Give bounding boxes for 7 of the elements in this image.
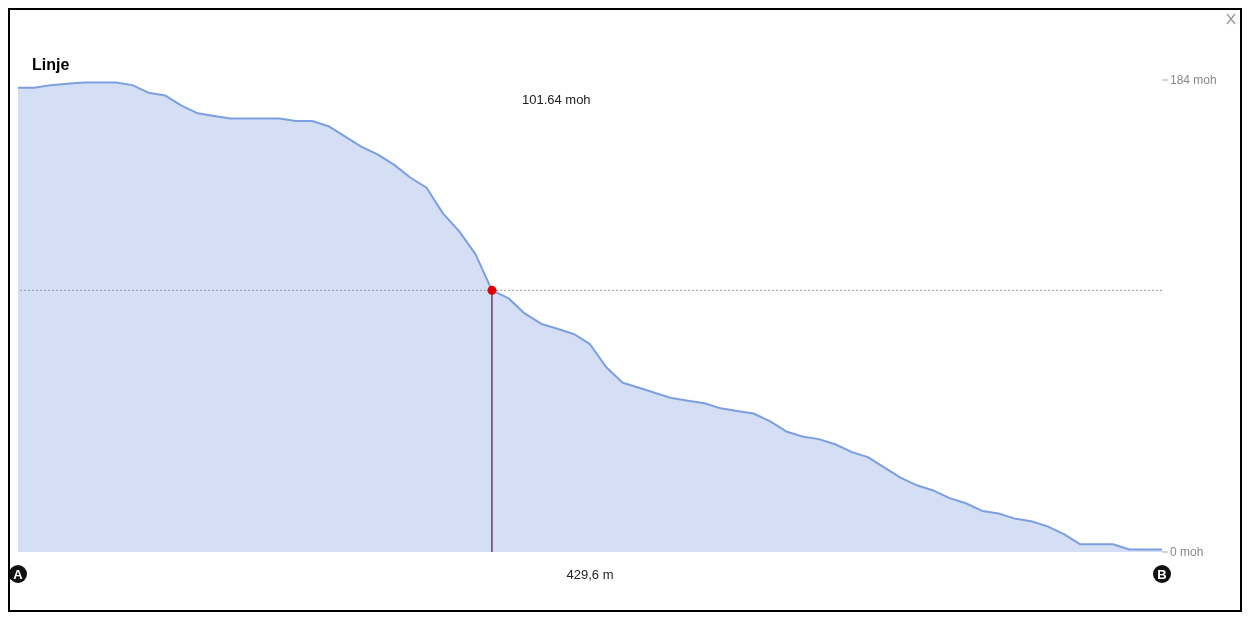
x-tick-label: B	[1157, 567, 1167, 582]
y-tick-label: 0 moh	[1170, 545, 1204, 560]
x-axis-title: 429,6 m	[566, 567, 614, 583]
annotation: 101.64 moh	[521, 92, 591, 107]
y-tick-label: 184 moh	[1170, 73, 1217, 88]
chart-title: Linje	[32, 56, 70, 74]
x-tick-label: A	[13, 567, 24, 582]
